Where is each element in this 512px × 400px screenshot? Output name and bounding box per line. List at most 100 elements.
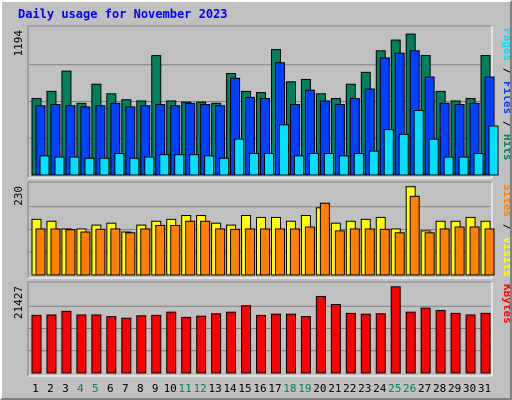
x-tick-label-day-25: 25 [388,382,401,395]
bar-pages-day-11 [189,154,200,176]
bar-kbytes-day-22 [345,312,356,374]
bar-pages-day-31 [488,125,499,176]
bar-sites-day-7 [125,232,136,276]
x-tick-label-day-24: 24 [373,382,387,395]
bar-sites-day-29 [454,226,465,276]
bar-kbytes-day-26 [405,311,416,374]
y-max-label-volume: 21427 [12,286,25,319]
bar-kbytes-day-19 [300,316,311,374]
bar-sites-day-17 [274,228,285,276]
bar-pages-day-13 [219,157,230,176]
x-tick-label-day-18: 18 [283,382,296,395]
bar-pages-day-3 [69,156,80,176]
bar-sites-day-6 [110,228,121,276]
bar-sites-day-5 [95,228,106,276]
bar-sites-day-30 [469,226,480,276]
x-tick-label-day-19: 19 [298,382,311,395]
y-max-label-visitors: 230 [12,186,25,206]
bar-kbytes-day-25 [390,286,401,374]
x-tick-label-day-1: 1 [32,382,39,395]
bar-kbytes-day-18 [285,313,296,374]
panel-volume: 21427 [12,281,493,377]
x-tick-label-day-15: 15 [238,382,251,395]
x-tick-label-day-31: 31 [478,382,491,395]
x-tick-label-day-26: 26 [403,382,416,395]
bar-sites-day-15 [245,228,256,276]
bar-pages-day-2 [54,156,65,176]
bar-pages-day-20 [323,153,334,176]
side-label-part: KBytes [501,284,510,324]
bar-kbytes-day-9 [151,314,162,374]
bar-pages-day-7 [129,157,140,176]
bar-kbytes-day-20 [315,295,326,374]
bar-kbytes-day-7 [121,317,132,374]
bar-sites-day-4 [80,231,91,276]
bar-pages-day-23 [368,150,379,176]
series-kbytes [31,286,491,374]
bar-pages-day-6 [114,153,125,176]
bar-pages-day-27 [428,138,439,176]
bar-pages-day-15 [249,153,260,176]
bar-kbytes-day-4 [76,314,87,374]
x-tick-label-day-9: 9 [152,382,159,395]
side-label-part: Hits [501,134,510,161]
x-tick-label-day-21: 21 [328,382,341,395]
bar-kbytes-day-28 [435,310,446,374]
bar-pages-day-18 [293,155,304,176]
bar-kbytes-day-3 [61,310,72,374]
x-tick-label-day-17: 17 [268,382,281,395]
bar-sites-day-26 [409,195,420,276]
bar-sites-day-2 [50,228,61,276]
y-max-label-requests: 1194 [12,30,25,57]
x-tick-label-day-22: 22 [343,382,356,395]
bar-sites-day-20 [319,202,330,276]
bar-sites-day-18 [289,228,300,276]
bar-sites-day-12 [200,220,211,276]
bar-pages-day-19 [308,153,319,176]
panel-requests: 1194 [12,25,499,179]
bar-pages-day-22 [353,153,364,176]
bar-pages-day-24 [383,129,394,176]
bar-kbytes-day-11 [181,316,192,374]
x-tick-label-day-6: 6 [107,382,114,395]
series-pages [39,110,499,176]
x-tick-label-day-16: 16 [253,382,266,395]
bar-sites-day-22 [349,228,360,276]
bar-sites-day-13 [215,228,226,276]
bar-pages-day-30 [473,153,484,176]
bar-kbytes-day-2 [46,314,57,374]
bar-kbytes-day-31 [480,312,491,374]
x-tick-label-day-4: 4 [77,382,84,395]
bar-sites-day-1 [35,228,46,276]
bar-pages-day-8 [144,156,155,176]
bar-sites-day-11 [185,220,196,276]
x-tick-label-day-14: 14 [223,382,237,395]
bar-kbytes-day-14 [226,311,237,374]
side-label-part: Files [501,81,510,114]
bar-pages-day-4 [84,157,95,176]
bar-sites-day-19 [304,226,315,276]
panel-visitors: 230 [12,181,495,279]
bar-sites-day-25 [394,232,405,276]
x-tick-label-day-7: 7 [122,382,129,395]
bar-kbytes-day-8 [136,315,147,374]
series-sites [35,195,495,276]
bar-kbytes-day-6 [106,316,117,374]
bar-pages-day-5 [99,157,110,176]
x-tick-label-day-2: 2 [47,382,54,395]
bar-pages-day-1 [39,155,50,176]
bar-pages-day-28 [443,156,454,176]
bar-sites-day-8 [140,228,151,276]
bar-kbytes-day-5 [91,314,102,374]
bar-kbytes-day-23 [360,313,371,374]
side-label-part: Visits [501,237,510,277]
side-label-part: / [501,61,510,81]
bar-pages-day-29 [458,156,469,176]
x-tick-label-day-23: 23 [358,382,371,395]
bar-kbytes-day-1 [31,314,42,374]
bar-kbytes-day-27 [420,307,431,374]
side-label-part: / [501,114,510,134]
bar-sites-day-27 [424,232,435,276]
x-tick-label-day-28: 28 [433,382,446,395]
